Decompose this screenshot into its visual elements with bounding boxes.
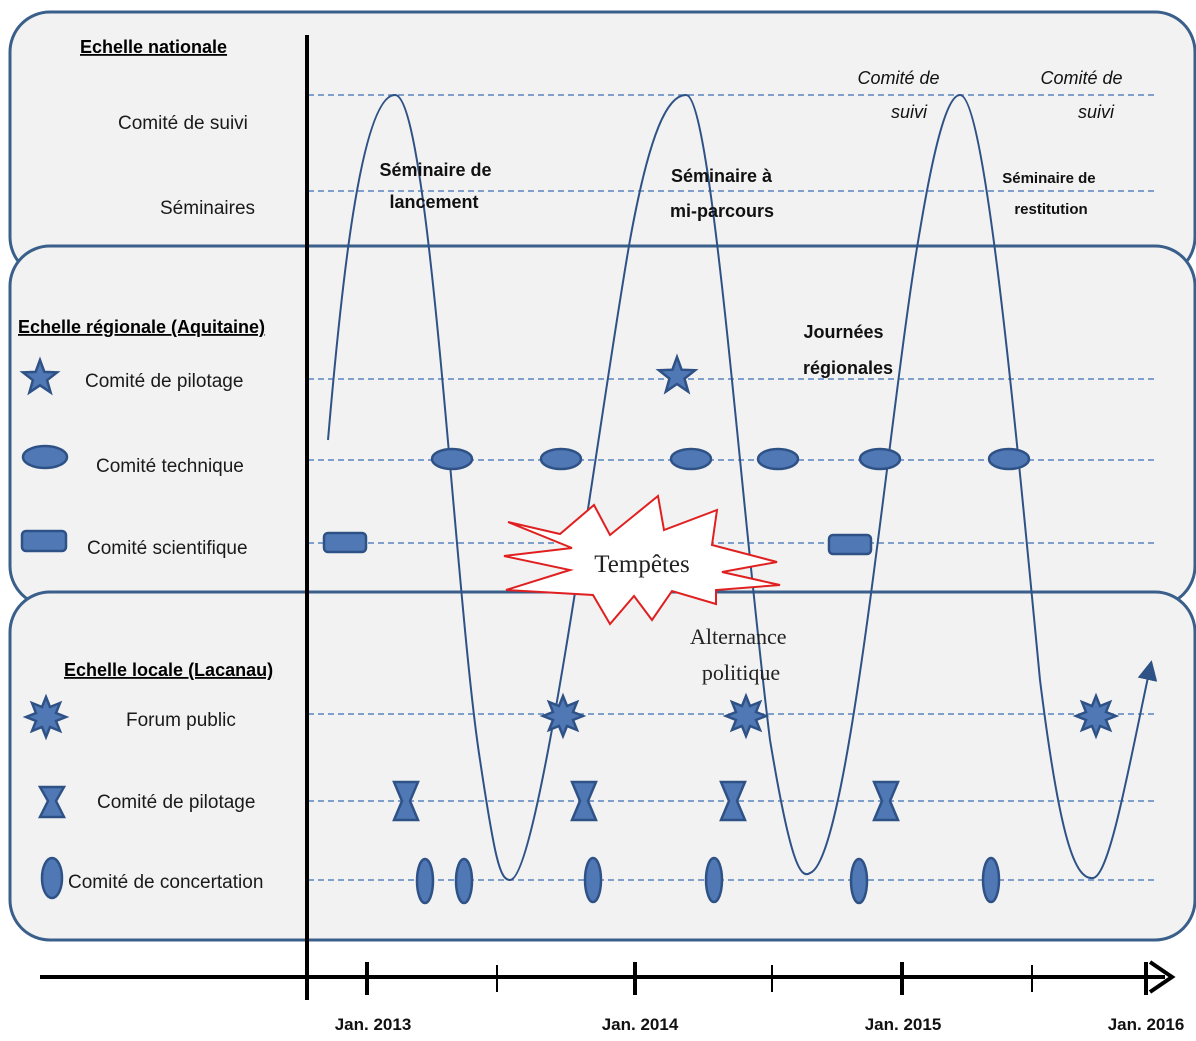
tempetes-burst [503, 494, 781, 626]
scientifique-markers [322, 531, 873, 556]
tick-label-2016: Jan. 2016 [1108, 1015, 1185, 1034]
row-label-concertation: Comité de concertation [68, 872, 263, 893]
row-label-seminaires: Séminaires [160, 198, 255, 219]
local-title: Echelle locale (Lacanau) [64, 660, 273, 680]
comite-suivi-label-2: Comité de suivi [1040, 68, 1127, 122]
horizontal-ellipse-icon [21, 444, 69, 470]
row-label-technique: Comité technique [96, 456, 244, 477]
national-title: Echelle nationale [80, 37, 227, 57]
seminaire-lancement-label: Séminaire de lancement [379, 160, 496, 212]
journees-regionales-label: Journées régionales [803, 322, 893, 378]
row-label-local-pilotage: Comité de pilotage [97, 792, 255, 813]
tick-label-2013: Jan. 2013 [335, 1015, 412, 1034]
comite-suivi-label-1: Comité de suivi [857, 68, 944, 122]
tempetes-label: Tempêtes [594, 551, 689, 578]
technique-markers [430, 447, 1031, 471]
concertation-markers [415, 856, 1001, 905]
tick-label-2015: Jan. 2015 [865, 1015, 942, 1034]
time-axis [40, 960, 1176, 995]
row-label-scientifique: Comité scientifique [87, 538, 248, 559]
rounded-rectangle-icon [20, 529, 68, 553]
local-pilotage-markers [392, 780, 900, 822]
hourglass-icon [37, 785, 67, 819]
tick-label-2014: Jan. 2014 [602, 1015, 679, 1034]
seminaire-restitution-label: Séminaire de restitution [1002, 170, 1100, 218]
regional-title: Echelle régionale (Aquitaine) [18, 317, 265, 337]
row-label-comite-suivi: Comité de suivi [118, 113, 248, 134]
regional-pilotage-marker [655, 353, 699, 395]
alternance-politique-label: Alternance politique [690, 624, 792, 685]
row-label-forum: Forum public [126, 710, 236, 731]
burst-star-icon [22, 693, 70, 741]
vertical-ellipse-icon [40, 856, 64, 900]
forum-markers [539, 692, 1120, 740]
star-icon [19, 356, 61, 396]
row-label-regional-pilotage: Comité de pilotage [85, 371, 243, 392]
seminaire-miparcours-label: Séminaire à mi-parcours [670, 166, 777, 221]
